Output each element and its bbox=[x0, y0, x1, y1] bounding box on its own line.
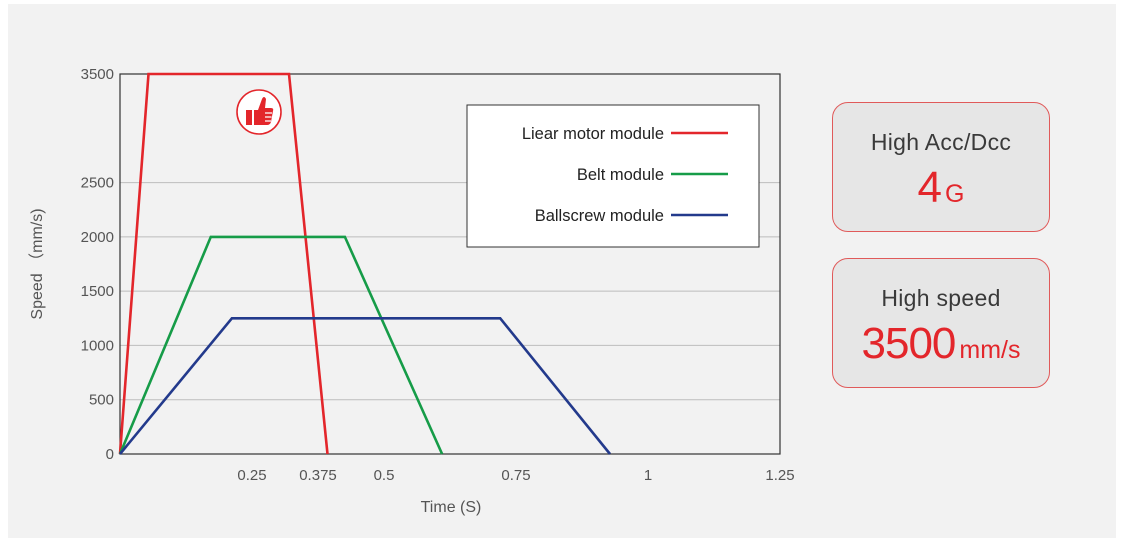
y-tick-label: 2000 bbox=[81, 229, 114, 246]
x-tick-label: 0.75 bbox=[501, 467, 530, 484]
thumbs-up-icon bbox=[236, 89, 282, 135]
y-tick-label: 2500 bbox=[81, 175, 114, 192]
series-lines bbox=[118, 72, 612, 455]
legend-label: Liear motor module bbox=[522, 125, 664, 143]
speed-unit: mm/s bbox=[959, 336, 1021, 364]
x-tick-labels: 0.25 0.375 0.5 0.75 1 1.25 bbox=[237, 467, 794, 484]
legend-box bbox=[466, 104, 760, 248]
speed-value: 3500 bbox=[861, 319, 957, 368]
speed-card: High speed 3500 mm/s bbox=[832, 258, 1050, 388]
acceleration-unit: G bbox=[945, 180, 965, 208]
acceleration-value: 4 bbox=[917, 163, 943, 212]
y-axis-title: Speed （mm/s) bbox=[28, 208, 46, 319]
series-line-0 bbox=[118, 72, 329, 455]
y-tick-label: 1000 bbox=[81, 337, 114, 354]
legend: Liear motor module Belt module Ballscrew m… bbox=[466, 104, 760, 248]
legend-label: Belt module bbox=[577, 166, 664, 184]
x-tick-label: 0.5 bbox=[374, 467, 395, 484]
legend-label: Ballscrew module bbox=[535, 207, 664, 225]
series-line-1 bbox=[118, 235, 444, 455]
x-tick-label: 1.25 bbox=[765, 467, 794, 484]
y-tick-label: 500 bbox=[89, 392, 114, 409]
y-tick-labels: 0 500 1000 1500 2000 2500 3500 bbox=[81, 66, 114, 463]
card-value: 3500 mm/s bbox=[833, 320, 1049, 378]
x-tick-label: 0.375 bbox=[299, 467, 337, 484]
plot-area-frame bbox=[119, 73, 781, 455]
series-line-2 bbox=[118, 316, 612, 455]
card-title: High speed bbox=[881, 285, 1001, 311]
y-tick-label: 0 bbox=[106, 446, 114, 463]
y-tick-label: 3500 bbox=[81, 66, 114, 83]
y-tick-label: 1500 bbox=[81, 283, 114, 300]
x-tick-label: 0.25 bbox=[237, 467, 266, 484]
x-axis-title: Time (S) bbox=[421, 499, 482, 516]
x-tick-label: 1 bbox=[644, 467, 652, 484]
card-title: High Acc/Dcc bbox=[870, 129, 1012, 155]
